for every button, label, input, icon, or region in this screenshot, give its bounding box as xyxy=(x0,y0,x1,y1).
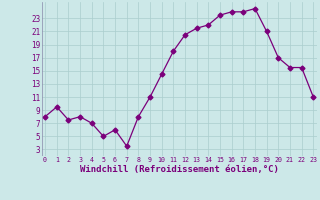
X-axis label: Windchill (Refroidissement éolien,°C): Windchill (Refroidissement éolien,°C) xyxy=(80,165,279,174)
